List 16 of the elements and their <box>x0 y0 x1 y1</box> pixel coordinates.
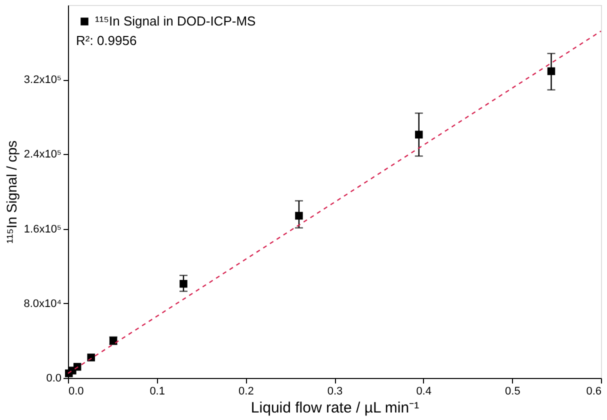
x-tick-label: 0.4 <box>416 386 432 398</box>
y-tick-label: 8.0x10⁴ <box>24 298 62 310</box>
x-tick-label: 0.1 <box>150 386 165 398</box>
y-tick-label: 2.4x10⁵ <box>24 148 62 161</box>
x-tick-label: 0.6 <box>586 386 602 398</box>
y-tick-label: 0.0 <box>46 372 62 384</box>
x-tick-label: 0.5 <box>505 386 520 398</box>
x-tick-label: 0.2 <box>238 386 254 398</box>
annotation: R²: 0.9956 <box>76 33 137 48</box>
y-tick-label: 1.6x10⁵ <box>24 223 62 236</box>
x-tick-label: 0.3 <box>327 386 343 398</box>
legend-label: ¹¹⁵In Signal in DOD-ICP-MS <box>95 14 256 28</box>
x-axis-title: Liquid flow rate / µL min⁻¹ <box>250 400 420 416</box>
y-tick-label: 3.2x10⁵ <box>24 74 62 86</box>
x-tick-label: 0.0 <box>68 386 84 398</box>
y-axis-title: ¹¹⁵In Signal / cps <box>4 140 20 244</box>
